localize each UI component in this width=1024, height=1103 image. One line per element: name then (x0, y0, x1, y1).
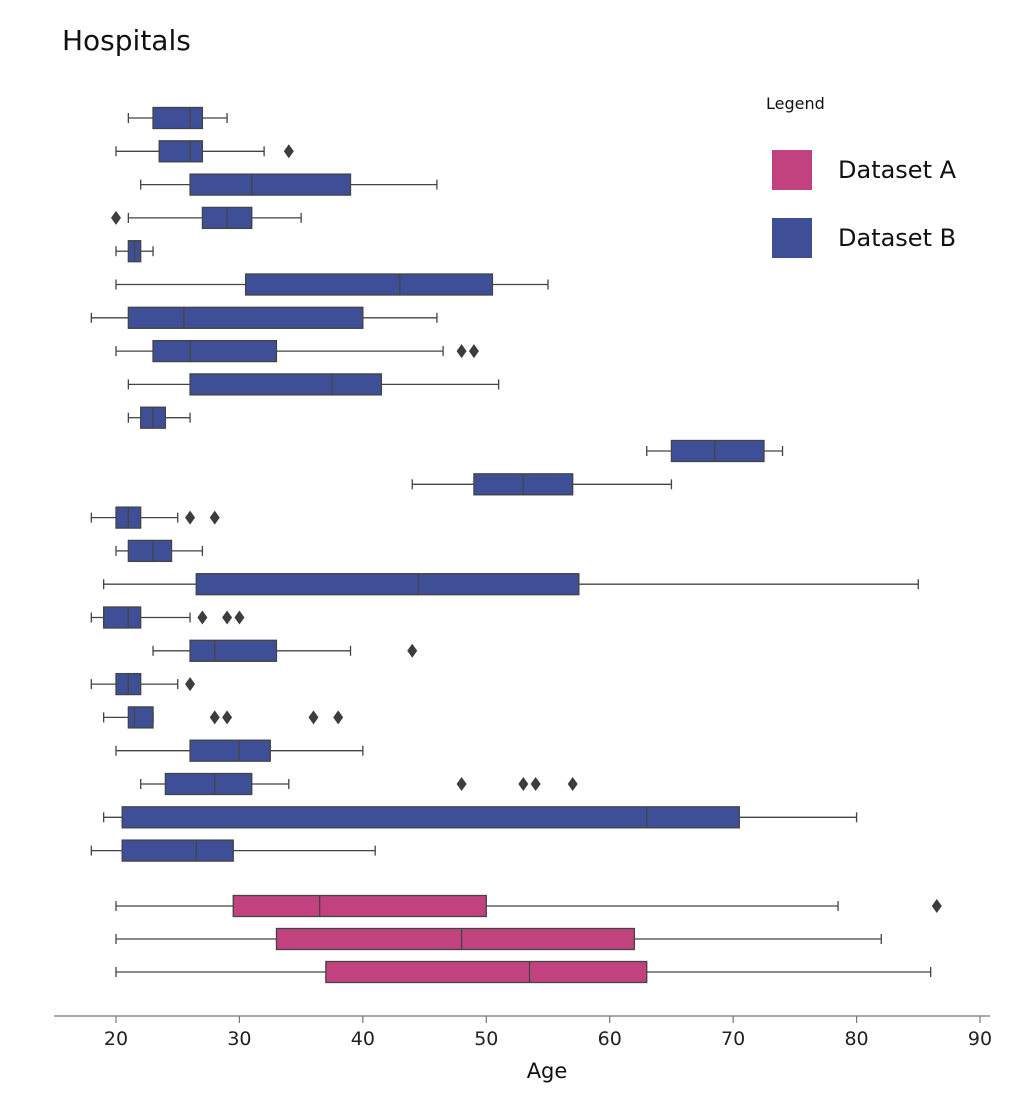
outlier-point (185, 677, 196, 692)
iqr-box (164, 772, 253, 796)
x-tick-label: 80 (844, 1028, 868, 1050)
box-dataset-a (115, 927, 882, 951)
legend-item-dataset-b: Dataset B (772, 218, 956, 258)
iqr-box (189, 173, 352, 196)
box-dataset-b (115, 240, 154, 263)
box-dataset-b (127, 406, 191, 429)
box-dataset-b (103, 573, 919, 596)
box-dataset-a (115, 960, 932, 984)
box-dataset-b (411, 473, 673, 496)
box-dataset-b (115, 140, 294, 163)
outlier-point (456, 777, 467, 791)
iqr-box (189, 639, 278, 662)
outlier-point (222, 710, 233, 725)
box-dataset-b (140, 173, 438, 196)
iqr-box (158, 140, 204, 163)
box-dataset-b (90, 606, 245, 629)
iqr-box (189, 373, 383, 396)
outlier-point (111, 210, 121, 225)
outlier-point (407, 643, 418, 658)
box-dataset-b (103, 806, 858, 829)
box-dataset-a (115, 894, 942, 918)
legend-label-dataset-b: Dataset B (838, 224, 957, 252)
iqr-box (152, 106, 204, 130)
legend-title: Legend (766, 94, 825, 113)
legend-item-dataset-a: Dataset A (772, 150, 956, 190)
x-tick-label: 60 (598, 1028, 622, 1050)
box-dataset-b (115, 739, 364, 762)
box-dataset-b (115, 339, 479, 363)
box-dataset-b (111, 206, 302, 230)
iqr-box (121, 806, 740, 829)
outlier-point (518, 777, 529, 791)
iqr-box (244, 273, 494, 296)
iqr-box (127, 306, 364, 329)
legend-swatch-dataset-a (772, 150, 812, 190)
outlier-point (567, 777, 578, 791)
outlier-point (333, 710, 344, 725)
iqr-box (232, 894, 487, 918)
iqr-box (152, 339, 278, 363)
box-dataset-b (90, 672, 196, 696)
x-axis: 20 30 40 50 60 70 80 90 (54, 1015, 992, 1050)
outlier-point (283, 144, 294, 159)
iqr-box (103, 606, 142, 629)
box-dataset-b (90, 306, 438, 329)
iqr-box (670, 439, 765, 463)
x-tick-label: 90 (968, 1028, 992, 1050)
x-tick-label: 70 (721, 1028, 745, 1050)
outlier-point (209, 510, 220, 525)
x-tick-label: 50 (474, 1028, 498, 1050)
box-dataset-b (103, 706, 344, 729)
iqr-box (121, 839, 234, 862)
box-dataset-b (90, 506, 220, 529)
outlier-point (308, 710, 319, 725)
outlier-point (197, 610, 208, 625)
box-dataset-b (127, 106, 228, 130)
chart-title: Hospitals (62, 24, 191, 57)
box-series (90, 106, 942, 984)
x-tick-label: 20 (104, 1028, 128, 1050)
outlier-point (222, 610, 233, 625)
outlier-point (209, 710, 220, 725)
box-dataset-b (115, 273, 549, 296)
legend-label-dataset-a: Dataset A (838, 156, 957, 184)
x-tick-label: 40 (351, 1028, 375, 1050)
box-dataset-b (152, 639, 418, 662)
outlier-point (234, 610, 245, 625)
box-dataset-b (646, 439, 784, 463)
box-dataset-b (127, 373, 500, 396)
outlier-point (456, 344, 467, 359)
iqr-box (127, 539, 173, 563)
box-dataset-b (115, 539, 204, 563)
outlier-point (530, 777, 541, 791)
x-axis-label: Age (527, 1059, 568, 1083)
legend-swatch-dataset-b (772, 218, 812, 258)
box-dataset-b (90, 839, 376, 862)
outlier-point (468, 344, 479, 359)
iqr-box (275, 927, 636, 951)
iqr-box (189, 739, 271, 762)
outlier-point (931, 899, 942, 913)
iqr-box (325, 960, 648, 984)
box-dataset-b (140, 772, 578, 796)
iqr-box (195, 573, 580, 596)
x-tick-label: 30 (227, 1028, 251, 1050)
outlier-point (185, 510, 196, 525)
iqr-box (127, 706, 154, 729)
